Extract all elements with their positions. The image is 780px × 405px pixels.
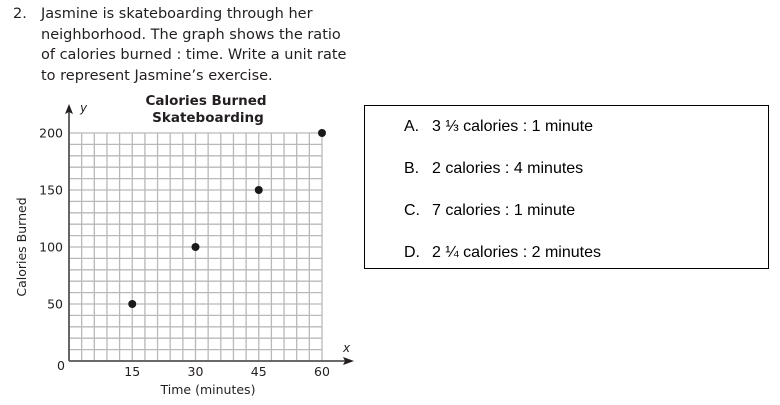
y-tick-label: 200	[39, 126, 63, 141]
x-tick-label: 15	[124, 364, 140, 379]
option-text: 3 ⅓ calories : 1 minute	[432, 118, 593, 135]
option-letter: A.	[404, 118, 420, 135]
answer-option-c[interactable]: C. 7 calories : 1 minute	[404, 202, 575, 220]
y-tick-label: 50	[47, 297, 63, 312]
x-tick-label: 60	[314, 364, 330, 379]
y-tick-label: 150	[39, 183, 63, 198]
answer-option-b[interactable]: B. 2 calories : 4 minutes	[404, 160, 583, 178]
x-tick-label: 45	[251, 364, 267, 379]
question-line: neighborhood. The graph shows the ratio	[41, 26, 341, 43]
question-line: of calories burned : time. Write a unit …	[41, 47, 347, 63]
question-line: Jasmine is skateboarding through her	[41, 6, 313, 22]
data-point	[318, 129, 326, 137]
origin-label: 0	[57, 358, 65, 373]
x-axis-arrow-icon	[343, 357, 354, 365]
data-point	[128, 300, 137, 308]
answer-choices: A. 3 ⅓ calories : 1 minute B. 2 calories :…	[364, 105, 769, 269]
calories-chart: Calories Burned Skateboarding y x 0 50 10…	[14, 93, 354, 397]
option-letter: D.	[404, 244, 420, 261]
answer-option-a[interactable]: A. 3 ⅓ calories : 1 minute	[404, 118, 593, 136]
option-letter: C.	[404, 202, 420, 219]
chart-axes	[65, 104, 354, 365]
option-text: 2 ¼ calories : 2 minutes	[432, 244, 601, 261]
chart-title-line-1: Calories Burned	[145, 93, 266, 109]
option-text: 2 calories : 4 minutes	[432, 160, 584, 177]
y-axis-letter: y	[79, 101, 88, 115]
data-point	[191, 243, 200, 251]
option-text: 7 calories : 1 minute	[432, 202, 576, 219]
x-tick-labels: 15 30 45 60	[124, 364, 330, 379]
x-axis-label: Time (minutes)	[160, 382, 256, 397]
x-axis-letter: x	[342, 341, 351, 355]
question-text: Jasmine is skateboarding through her nei…	[41, 4, 361, 86]
data-points	[128, 129, 326, 308]
chart-title-line-2: Skateboarding	[152, 110, 264, 126]
question-number: 2.	[13, 6, 27, 22]
y-axis-label: Calories Burned	[14, 197, 29, 296]
y-axis-arrow-icon	[65, 104, 73, 114]
answer-option-d[interactable]: D. 2 ¼ calories : 2 minutes	[404, 244, 601, 262]
x-tick-label: 30	[188, 364, 204, 379]
option-letter: B.	[404, 160, 420, 177]
y-tick-label: 100	[39, 240, 63, 255]
y-tick-labels: 50 100 150 200	[39, 126, 63, 312]
data-point	[254, 186, 263, 194]
question-line: to represent Jasmine’s exercise.	[41, 67, 273, 84]
